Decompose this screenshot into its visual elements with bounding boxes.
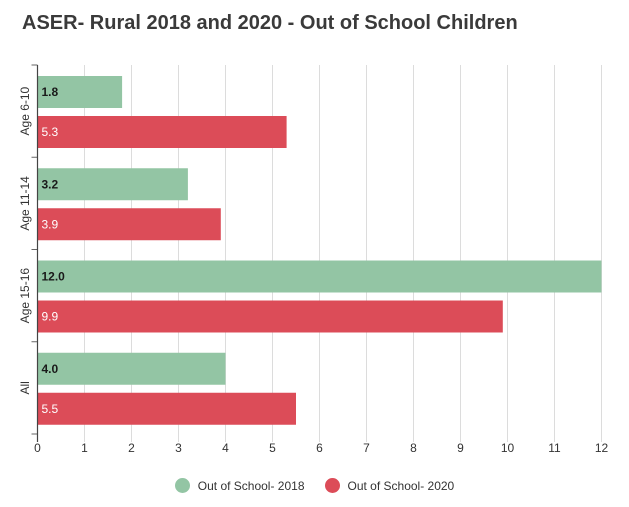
bar-2018-age-15-16[interactable] xyxy=(37,260,602,293)
x-tick-label-4: 4 xyxy=(222,441,229,455)
chart-title: ASER- Rural 2018 and 2020 - Out of Schoo… xyxy=(22,12,518,34)
data-labels: 1.8 5.3 3.2 3.9 12.0 9.9 4.0 5.5 xyxy=(42,85,66,416)
x-tick-label-10: 10 xyxy=(501,441,515,455)
legend-item-2018[interactable]: Out of School- 2018 xyxy=(174,478,305,493)
x-tick-label-12: 12 xyxy=(595,441,609,455)
bar-2018-age-11-14[interactable] xyxy=(37,168,188,201)
data-label-2018-age-11-14: 3.2 xyxy=(42,177,59,191)
data-label-2020-age-11-14: 3.9 xyxy=(42,217,59,231)
legend-swatch-2018 xyxy=(174,478,190,493)
category-label-age-6-10: Age 6-10 xyxy=(18,86,32,135)
data-label-2018-all: 4.0 xyxy=(42,362,59,376)
bar-2018-age-6-10[interactable] xyxy=(37,76,123,108)
x-tick-label-11: 11 xyxy=(548,441,561,455)
x-tick-label-9: 9 xyxy=(457,441,464,455)
legend-label-2020: Out of School- 2020 xyxy=(347,478,455,493)
legend: Out of School- 2018 Out of School- 2020 xyxy=(0,478,629,493)
legend-item-2020[interactable]: Out of School- 2020 xyxy=(324,478,455,493)
legend-label-2018: Out of School- 2018 xyxy=(197,478,305,493)
data-label-2020-age-6-10: 5.3 xyxy=(42,125,59,139)
x-tick-label-5: 5 xyxy=(269,441,276,455)
data-label-2020-all: 5.5 xyxy=(42,402,59,416)
x-tick-label-1: 1 xyxy=(81,441,88,455)
bars xyxy=(37,76,602,425)
data-label-2020-age-15-16: 9.9 xyxy=(42,310,59,324)
data-label-2018-age-6-10: 1.8 xyxy=(42,85,59,99)
x-tick-label-8: 8 xyxy=(410,441,417,455)
x-tick-label-3: 3 xyxy=(175,441,182,455)
bar-2020-age-15-16[interactable] xyxy=(37,300,503,333)
bar-2020-age-11-14[interactable] xyxy=(37,208,221,241)
x-tick-label-7: 7 xyxy=(363,441,370,455)
bar-2018-all[interactable] xyxy=(37,352,226,385)
category-label-age-15-16: Age 15-16 xyxy=(18,268,32,324)
x-tick-label-6: 6 xyxy=(316,441,323,455)
legend-swatch-2020 xyxy=(324,478,340,493)
category-label-all: All xyxy=(18,381,32,394)
bar-2020-age-6-10[interactable] xyxy=(37,116,287,148)
bar-2020-all[interactable] xyxy=(37,392,297,425)
x-tick-label-2: 2 xyxy=(128,441,135,455)
category-label-age-11-14: Age 11-14 xyxy=(18,176,32,231)
x-tick-label-0: 0 xyxy=(34,441,41,455)
data-label-2018-age-15-16: 12.0 xyxy=(42,270,66,284)
